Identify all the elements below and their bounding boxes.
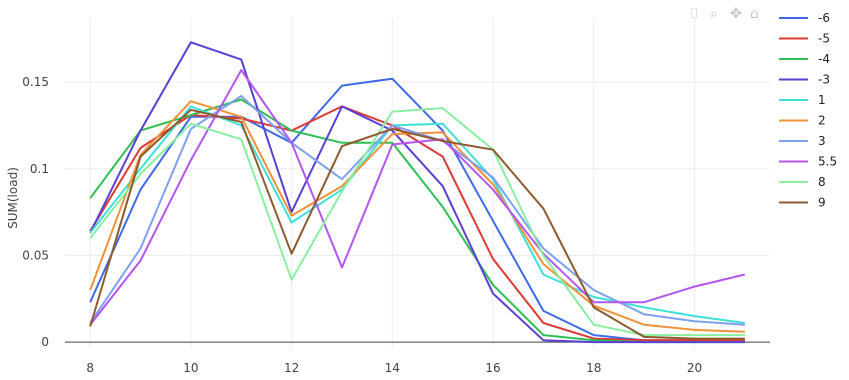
x-tick-label: 16: [485, 361, 500, 375]
home-icon[interactable]: ⌂: [750, 6, 759, 22]
chart-toolbar[interactable]: ⌷ ⌕ ✥ ⌂: [690, 6, 759, 22]
y-tick-label: 0.15: [22, 75, 49, 89]
x-tick-label: 8: [86, 361, 94, 375]
pan-icon[interactable]: ✥: [730, 6, 742, 22]
y-tick-label: 0.1: [30, 162, 49, 176]
legend-label: -4: [818, 52, 830, 66]
legend-item-3[interactable]: 3: [779, 134, 826, 148]
y-tick-label: 0.05: [22, 248, 49, 262]
zoom-icon[interactable]: ⌕: [710, 6, 718, 22]
legend-label: 2: [818, 114, 826, 128]
series-line-1[interactable]: [89, 105, 745, 324]
x-tick-label: 12: [284, 361, 299, 375]
legend-item--4[interactable]: -4: [779, 52, 830, 66]
legend-label: 1: [818, 93, 826, 107]
legend-label: -6: [818, 11, 830, 25]
legend-item--3[interactable]: -3: [779, 73, 830, 87]
legend-label: 8: [818, 175, 826, 189]
legend-item-9[interactable]: 9: [779, 196, 826, 210]
gridlines: [65, 18, 770, 349]
legend-item-2[interactable]: 2: [779, 114, 826, 128]
camera-icon[interactable]: ⌷: [690, 6, 698, 22]
legend-label: 5.5: [818, 155, 837, 169]
series-line-5.5[interactable]: [89, 69, 746, 326]
series-line--3[interactable]: [89, 41, 745, 344]
y-axis: 0 0.05 0.1 0.15: [22, 75, 49, 349]
legend-item--6[interactable]: -6: [779, 11, 830, 25]
series-line-8[interactable]: [89, 107, 745, 337]
legend-item--5[interactable]: -5: [779, 32, 830, 46]
legend-item-8[interactable]: 8: [779, 175, 826, 189]
x-tick-label: 14: [385, 361, 400, 375]
x-tick-label: 10: [183, 361, 198, 375]
series-lines: [89, 41, 746, 344]
x-tick-label: 18: [586, 361, 601, 375]
y-tick-label: 0: [41, 335, 49, 349]
series-line-3[interactable]: [89, 95, 745, 326]
x-axis: 8 10 12 14 16 18 20: [86, 361, 702, 375]
y-axis-label: SUM(load): [6, 167, 20, 229]
legend[interactable]: -6 -5 -4 -3 1 2 3 5.5 8 9: [779, 11, 837, 210]
legend-label: 9: [818, 196, 826, 210]
legend-item-5.5[interactable]: 5.5: [779, 155, 837, 169]
series-line-9[interactable]: [89, 108, 745, 340]
x-tick-label: 20: [687, 361, 702, 375]
legend-label: 3: [818, 134, 826, 148]
legend-label: -5: [818, 32, 830, 46]
legend-label: -3: [818, 73, 830, 87]
legend-item-1[interactable]: 1: [779, 93, 826, 107]
